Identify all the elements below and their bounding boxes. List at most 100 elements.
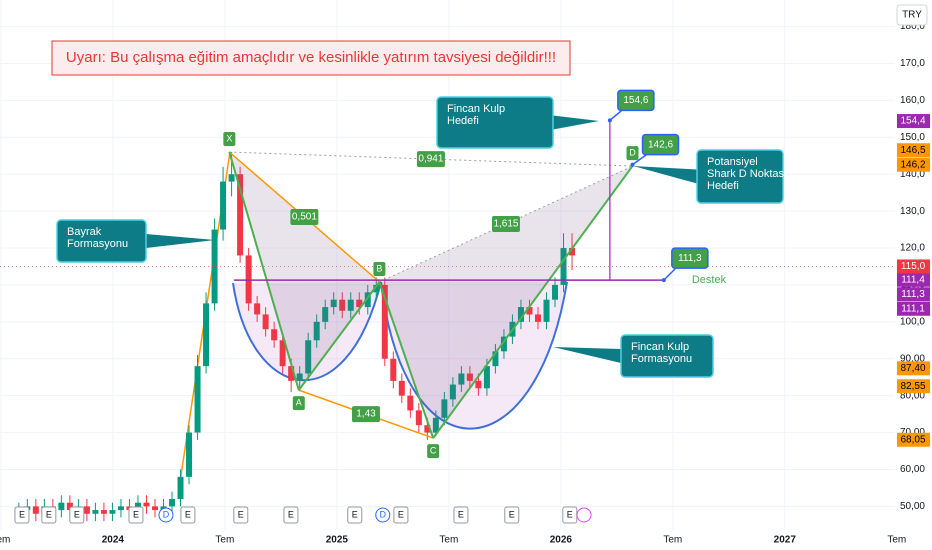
price-tag-label: 68,05: [900, 434, 925, 445]
candle-body: [58, 502, 65, 511]
candle-body: [458, 373, 465, 385]
event-label[interactable]: E: [398, 509, 404, 519]
overlay: 0,501 1,43 1,615 0,941 X A B C D Destek 154,6 142,6…: [0, 89, 895, 524]
price-tag-label: 111,1: [901, 303, 925, 314]
event-marker[interactable]: [504, 506, 520, 524]
candle-body: [543, 299, 550, 322]
candle-body: [390, 358, 397, 381]
pattern-leg: [297, 281, 381, 391]
y-tick-label: 70,00: [900, 427, 925, 438]
candle-body: [552, 284, 559, 300]
candle-body: [186, 432, 193, 477]
candle-body: [534, 314, 541, 322]
candle-body: [271, 329, 278, 341]
candle-body: [483, 366, 490, 389]
event-marker[interactable]: [347, 506, 363, 524]
currency[interactable]: TRY: [902, 10, 922, 21]
candle-body: [398, 380, 405, 396]
price-tag-label: 111,4: [901, 274, 925, 285]
point-label: D: [629, 147, 636, 157]
warning: Uyarı: Bu çalışma eğitim amaçlıdır ve ke…: [51, 40, 571, 76]
candle-body: [339, 299, 346, 311]
y-tick-label: 60,00: [900, 464, 925, 475]
callout-box: [620, 334, 714, 378]
price-tag: [897, 157, 930, 172]
candle-body: [288, 366, 295, 381]
warning-box: [51, 40, 571, 76]
callout-text: Fincan Kulp: [447, 103, 505, 115]
candle-body: [415, 410, 422, 426]
price-tag-label: 146,5: [900, 145, 925, 156]
event-marker[interactable]: [158, 507, 174, 523]
target-label: 154,6: [623, 95, 648, 106]
dividend-marker[interactable]: [576, 507, 592, 523]
event-marker[interactable]: [69, 506, 85, 524]
event-label[interactable]: E: [133, 509, 139, 519]
candle-body: [220, 181, 227, 230]
event-label[interactable]: D: [163, 509, 170, 519]
candle-body: [66, 502, 73, 511]
event-label[interactable]: E: [509, 509, 515, 519]
event-marker[interactable]: [14, 506, 30, 524]
price-tag-label: 111,3: [901, 289, 925, 300]
event-label[interactable]: E: [19, 509, 25, 519]
target-point: [630, 162, 635, 167]
event-marker[interactable]: [233, 506, 249, 524]
x-tick-label: 2027: [774, 535, 797, 546]
candle-body: [560, 248, 567, 285]
callout-text: Potansiyel: [707, 156, 758, 168]
pattern-leg: [378, 281, 435, 439]
event-label[interactable]: E: [238, 509, 244, 519]
event-marker[interactable]: [180, 506, 196, 524]
candle-body: [194, 366, 201, 433]
y-tick-label: 80,00: [900, 390, 925, 401]
pattern-area: [379, 166, 633, 439]
event-label[interactable]: E: [288, 509, 294, 519]
y-tick-label: 180,0: [900, 21, 925, 32]
currency-button[interactable]: [896, 4, 928, 26]
target-point: [607, 118, 612, 123]
price-tag: [897, 432, 930, 447]
event-label[interactable]: D: [380, 509, 387, 519]
candle-body: [364, 292, 371, 308]
event-marker[interactable]: [453, 506, 469, 524]
callout-pointer: [553, 347, 621, 363]
candle-body: [228, 174, 235, 182]
point-box: [626, 146, 639, 161]
event-marker[interactable]: [41, 506, 57, 524]
callout-text: Fincan Kulp: [631, 341, 689, 353]
candle-body: [347, 299, 354, 311]
event-marker[interactable]: [375, 507, 391, 523]
candle-body: [151, 506, 158, 511]
callout-text: Formasyonu: [631, 353, 692, 365]
target-label: 142,6: [648, 139, 673, 150]
candle-body: [381, 284, 388, 359]
candle-body: [143, 502, 150, 507]
event-label[interactable]: E: [46, 509, 52, 519]
ratio-line: [379, 165, 633, 283]
candle-body: [330, 299, 337, 308]
ratio-box: [491, 216, 520, 233]
x-tick-label: 2026: [550, 535, 573, 546]
ratio-label: 1,615: [493, 219, 518, 230]
event-label[interactable]: E: [567, 509, 573, 519]
candle-body: [296, 373, 303, 381]
event-marker[interactable]: [283, 506, 299, 524]
price-tag-label: 115,0: [901, 261, 926, 272]
event-label[interactable]: E: [352, 509, 358, 519]
candle-body: [177, 476, 184, 499]
point-label: X: [226, 133, 232, 143]
event-marker[interactable]: [393, 506, 409, 524]
y-tick-label: 90,00: [900, 353, 925, 364]
event-marker[interactable]: [128, 506, 144, 524]
event-label[interactable]: E: [74, 509, 80, 519]
event-label[interactable]: E: [185, 509, 191, 519]
callout-pointer: [146, 234, 215, 248]
callout-pointer: [553, 115, 599, 130]
ratio-label: 1,43: [356, 409, 376, 420]
point-label: B: [376, 263, 382, 273]
y-tick-label: 120,0: [900, 243, 925, 254]
candle-body: [475, 380, 482, 389]
event-label[interactable]: E: [458, 509, 464, 519]
